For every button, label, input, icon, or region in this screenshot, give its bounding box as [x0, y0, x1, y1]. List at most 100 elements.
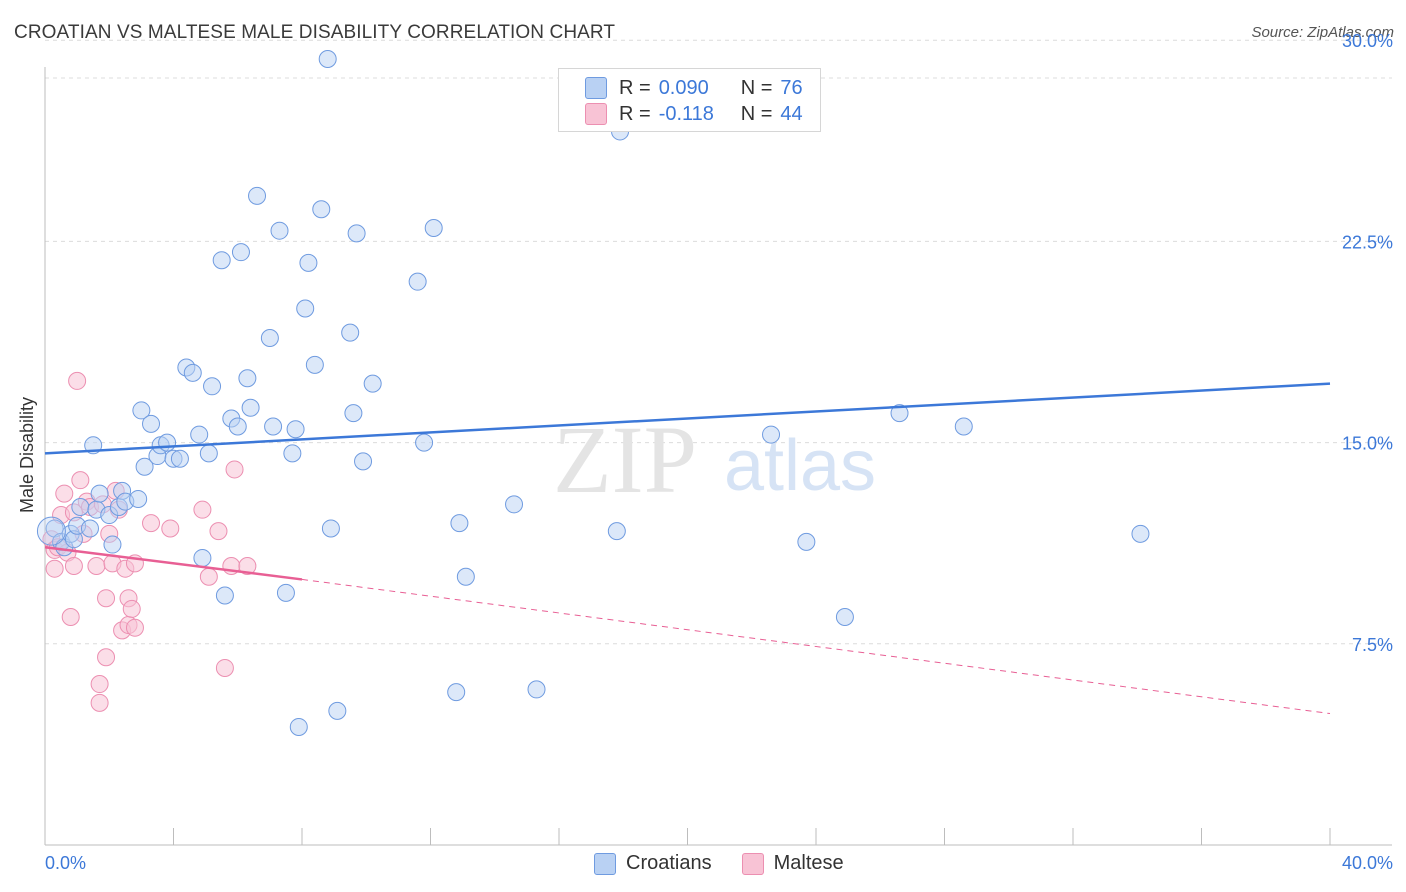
croatians-point	[344, 404, 363, 423]
croatians-point	[424, 219, 443, 238]
croatians-point	[447, 683, 466, 702]
croatians-point	[890, 404, 909, 423]
maltese-point	[199, 567, 218, 586]
source-label: Source: ZipAtlas.com	[1251, 24, 1394, 41]
croatians-point	[71, 498, 90, 516]
croatians-point	[762, 425, 781, 444]
maltese-swatch	[585, 103, 607, 125]
croatians-swatch	[585, 77, 607, 99]
croatians-point	[328, 701, 347, 720]
croatians-point	[170, 449, 189, 468]
maltese-trend-line	[44, 545, 303, 581]
maltese-point	[45, 559, 64, 578]
croatians-point	[260, 329, 279, 347]
croatians-point	[132, 401, 151, 420]
maltese-point	[68, 371, 87, 390]
croatians-point	[354, 452, 373, 471]
croatians-point	[283, 444, 302, 463]
croatians-point	[241, 398, 260, 417]
maltese-point	[125, 618, 144, 637]
croatians-point	[183, 363, 202, 382]
maltese-point	[97, 648, 116, 667]
croatians-point	[286, 420, 305, 439]
croatians-point	[835, 607, 854, 626]
maltese-r-value: -0.118	[658, 102, 714, 125]
croatians-point	[212, 251, 231, 270]
maltese-point	[215, 658, 234, 677]
croatians-legend-label: Croatians	[626, 852, 712, 874]
croatians-r-label: R =	[619, 76, 651, 99]
croatians-point	[231, 243, 250, 262]
croatians-point	[347, 224, 366, 243]
croatians-point	[90, 484, 109, 503]
croatians-point	[505, 495, 524, 514]
y-tick-label: 22.5%	[1342, 232, 1393, 252]
croatians-point	[142, 414, 161, 433]
correlation-legend: R = 0.090 N = 76 R = -0.118 N = 44	[558, 68, 821, 132]
croatians-points	[36, 50, 1150, 736]
maltese-n-label: N =	[740, 102, 773, 125]
x-tick-label-min: 0.0%	[45, 853, 86, 873]
y-tick-label: 7.5%	[1352, 635, 1393, 655]
croatians-point	[321, 519, 340, 538]
croatians-point	[299, 253, 318, 272]
legend-item-croatians[interactable]: Croatians	[594, 852, 712, 875]
croatians-point	[158, 433, 177, 452]
maltese-point	[90, 693, 109, 712]
series-legend: Croatians Maltese	[594, 852, 874, 875]
croatians-point	[264, 417, 283, 436]
croatians-point	[296, 299, 315, 318]
maltese-legend-swatch	[741, 852, 764, 875]
maltese-point	[71, 471, 90, 490]
legend-item-maltese[interactable]: Maltese	[741, 852, 844, 875]
maltese-point	[97, 589, 116, 608]
croatians-point	[203, 377, 222, 396]
croatians-legend-swatch	[594, 852, 616, 875]
maltese-r-label: R =	[619, 102, 651, 125]
croatians-point	[1131, 524, 1150, 543]
chart-title: CROATIAN VS MALTESE MALE DISABILITY CORR…	[14, 22, 616, 43]
croatians-point	[270, 221, 289, 240]
croatians-point	[797, 532, 816, 551]
croatians-point	[248, 186, 267, 205]
maltese-legend-label: Maltese	[773, 852, 844, 874]
croatians-point	[276, 583, 295, 602]
croatians-point	[312, 200, 331, 219]
maltese-point	[90, 675, 109, 694]
croatians-r-value: 0.090	[658, 76, 709, 99]
croatians-point	[289, 717, 308, 736]
croatians-point	[103, 535, 122, 554]
croatians-point	[527, 680, 546, 699]
x-tick-label-max: 40.0%	[1342, 853, 1393, 873]
maltese-point	[87, 557, 106, 576]
croatians-trend-line	[44, 382, 1331, 455]
croatians-n-value: 76	[780, 76, 803, 99]
maltese-point	[61, 607, 80, 626]
croatians-point	[193, 548, 212, 567]
maltese-point	[209, 522, 228, 541]
croatians-point	[190, 425, 209, 444]
croatians-point	[341, 323, 360, 342]
croatians-point	[607, 522, 626, 541]
tick-labels: 7.5% 15.0% 22.5% 30.0% 0.0% 40.0%	[45, 31, 1393, 873]
croatians-point	[318, 50, 337, 69]
maltese-point	[225, 460, 244, 479]
maltese-point	[64, 557, 83, 576]
croatians-point	[408, 272, 427, 291]
croatians-n-label: N =	[740, 76, 773, 99]
trend-lines	[44, 382, 1331, 715]
croatians-point	[135, 457, 154, 476]
croatians-point	[36, 516, 66, 546]
croatians-point	[415, 433, 434, 452]
croatians-point	[450, 514, 469, 533]
maltese-trend-extension	[301, 578, 1331, 715]
maltese-point	[142, 514, 161, 533]
maltese-point	[193, 500, 212, 519]
croatians-point	[954, 417, 973, 436]
legend-row-croatians: R = 0.090 N = 76	[585, 76, 803, 100]
axes	[44, 67, 1392, 846]
croatians-point	[456, 567, 475, 586]
croatians-point	[363, 374, 382, 393]
croatians-point	[238, 369, 257, 388]
